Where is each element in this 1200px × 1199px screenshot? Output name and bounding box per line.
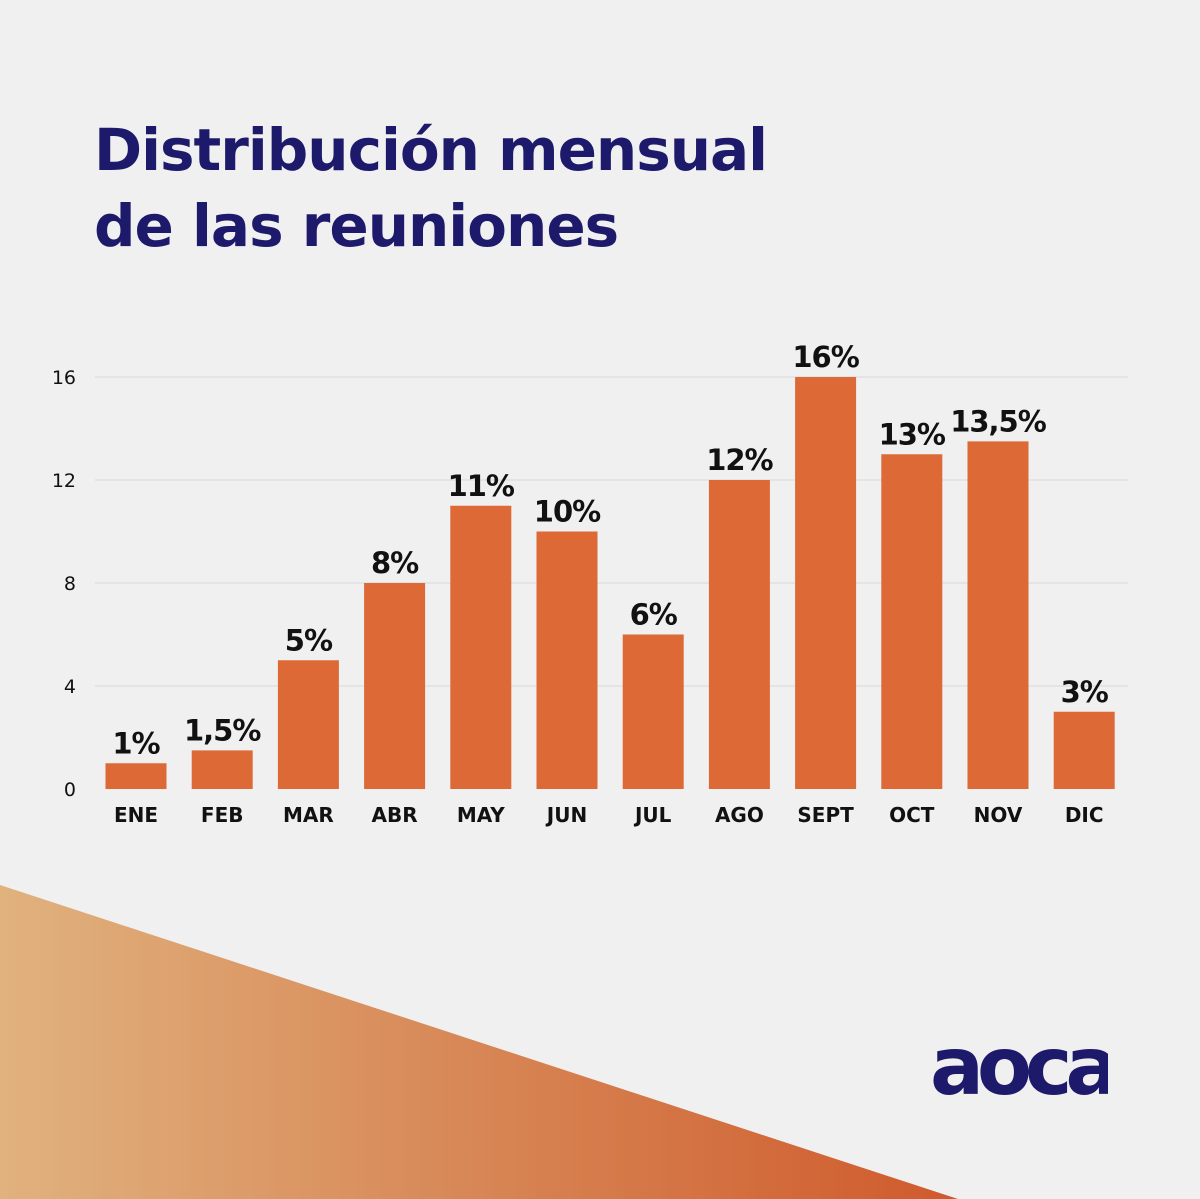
- y-tick-label: 16: [52, 367, 76, 389]
- y-tick-label: 0: [64, 779, 76, 801]
- x-tick-label: FEB: [201, 803, 244, 827]
- x-tick-label: MAR: [283, 803, 334, 827]
- bar-jun: [536, 531, 598, 789]
- x-tick-label: MAY: [457, 803, 505, 827]
- bar-dic: [1053, 711, 1115, 789]
- x-tick-label: JUL: [633, 803, 672, 827]
- data-label: 16%: [792, 340, 859, 374]
- data-label: 3%: [1061, 675, 1109, 709]
- data-label: 8%: [371, 546, 419, 580]
- bar-ene: [105, 763, 167, 789]
- brand-logo: aoca: [930, 1026, 1108, 1106]
- data-label: 1%: [112, 726, 160, 760]
- x-tick-label: NOV: [974, 803, 1023, 827]
- x-tick-label: ENE: [114, 803, 158, 827]
- bar-may: [450, 505, 512, 789]
- bar-jul: [622, 634, 684, 789]
- data-label: 12%: [706, 443, 773, 477]
- x-tick-label: ABR: [372, 803, 418, 827]
- logo-wordmark: aoca: [930, 1026, 1108, 1106]
- data-label: 10%: [534, 495, 601, 529]
- y-tick-label: 4: [64, 676, 76, 698]
- chart-title: Distribución mensual de las reuniones: [94, 112, 768, 264]
- x-tick-label: JUN: [545, 803, 587, 827]
- bar-chart: 0 4 8 12 16 1% ENE 1,5% FEB 5% MAR 8% ABR 11% MAY 10% JU…: [52, 340, 1128, 827]
- bar-sept: [795, 377, 857, 789]
- x-tick-label: OCT: [889, 803, 935, 827]
- data-label: 1,5%: [184, 713, 261, 747]
- bar-ago: [708, 480, 770, 789]
- bar-oct: [881, 454, 943, 789]
- data-label: 6%: [630, 598, 678, 632]
- x-tick-label: SEPT: [797, 803, 854, 827]
- bar-abr: [364, 583, 426, 789]
- data-label: 11%: [448, 469, 515, 503]
- bar-nov: [967, 441, 1029, 789]
- bar-feb: [191, 750, 253, 789]
- data-label: 13%: [879, 417, 946, 451]
- data-label: 13,5%: [950, 404, 1047, 438]
- bar-mar: [277, 660, 339, 789]
- title-line-1: Distribución mensual: [94, 116, 768, 184]
- x-tick-label: DIC: [1065, 803, 1104, 827]
- y-tick-label: 12: [52, 470, 76, 492]
- y-tick-label: 8: [64, 573, 76, 595]
- data-label: 5%: [285, 623, 333, 657]
- x-tick-label: AGO: [715, 803, 764, 827]
- title-line-2: de las reuniones: [94, 192, 619, 260]
